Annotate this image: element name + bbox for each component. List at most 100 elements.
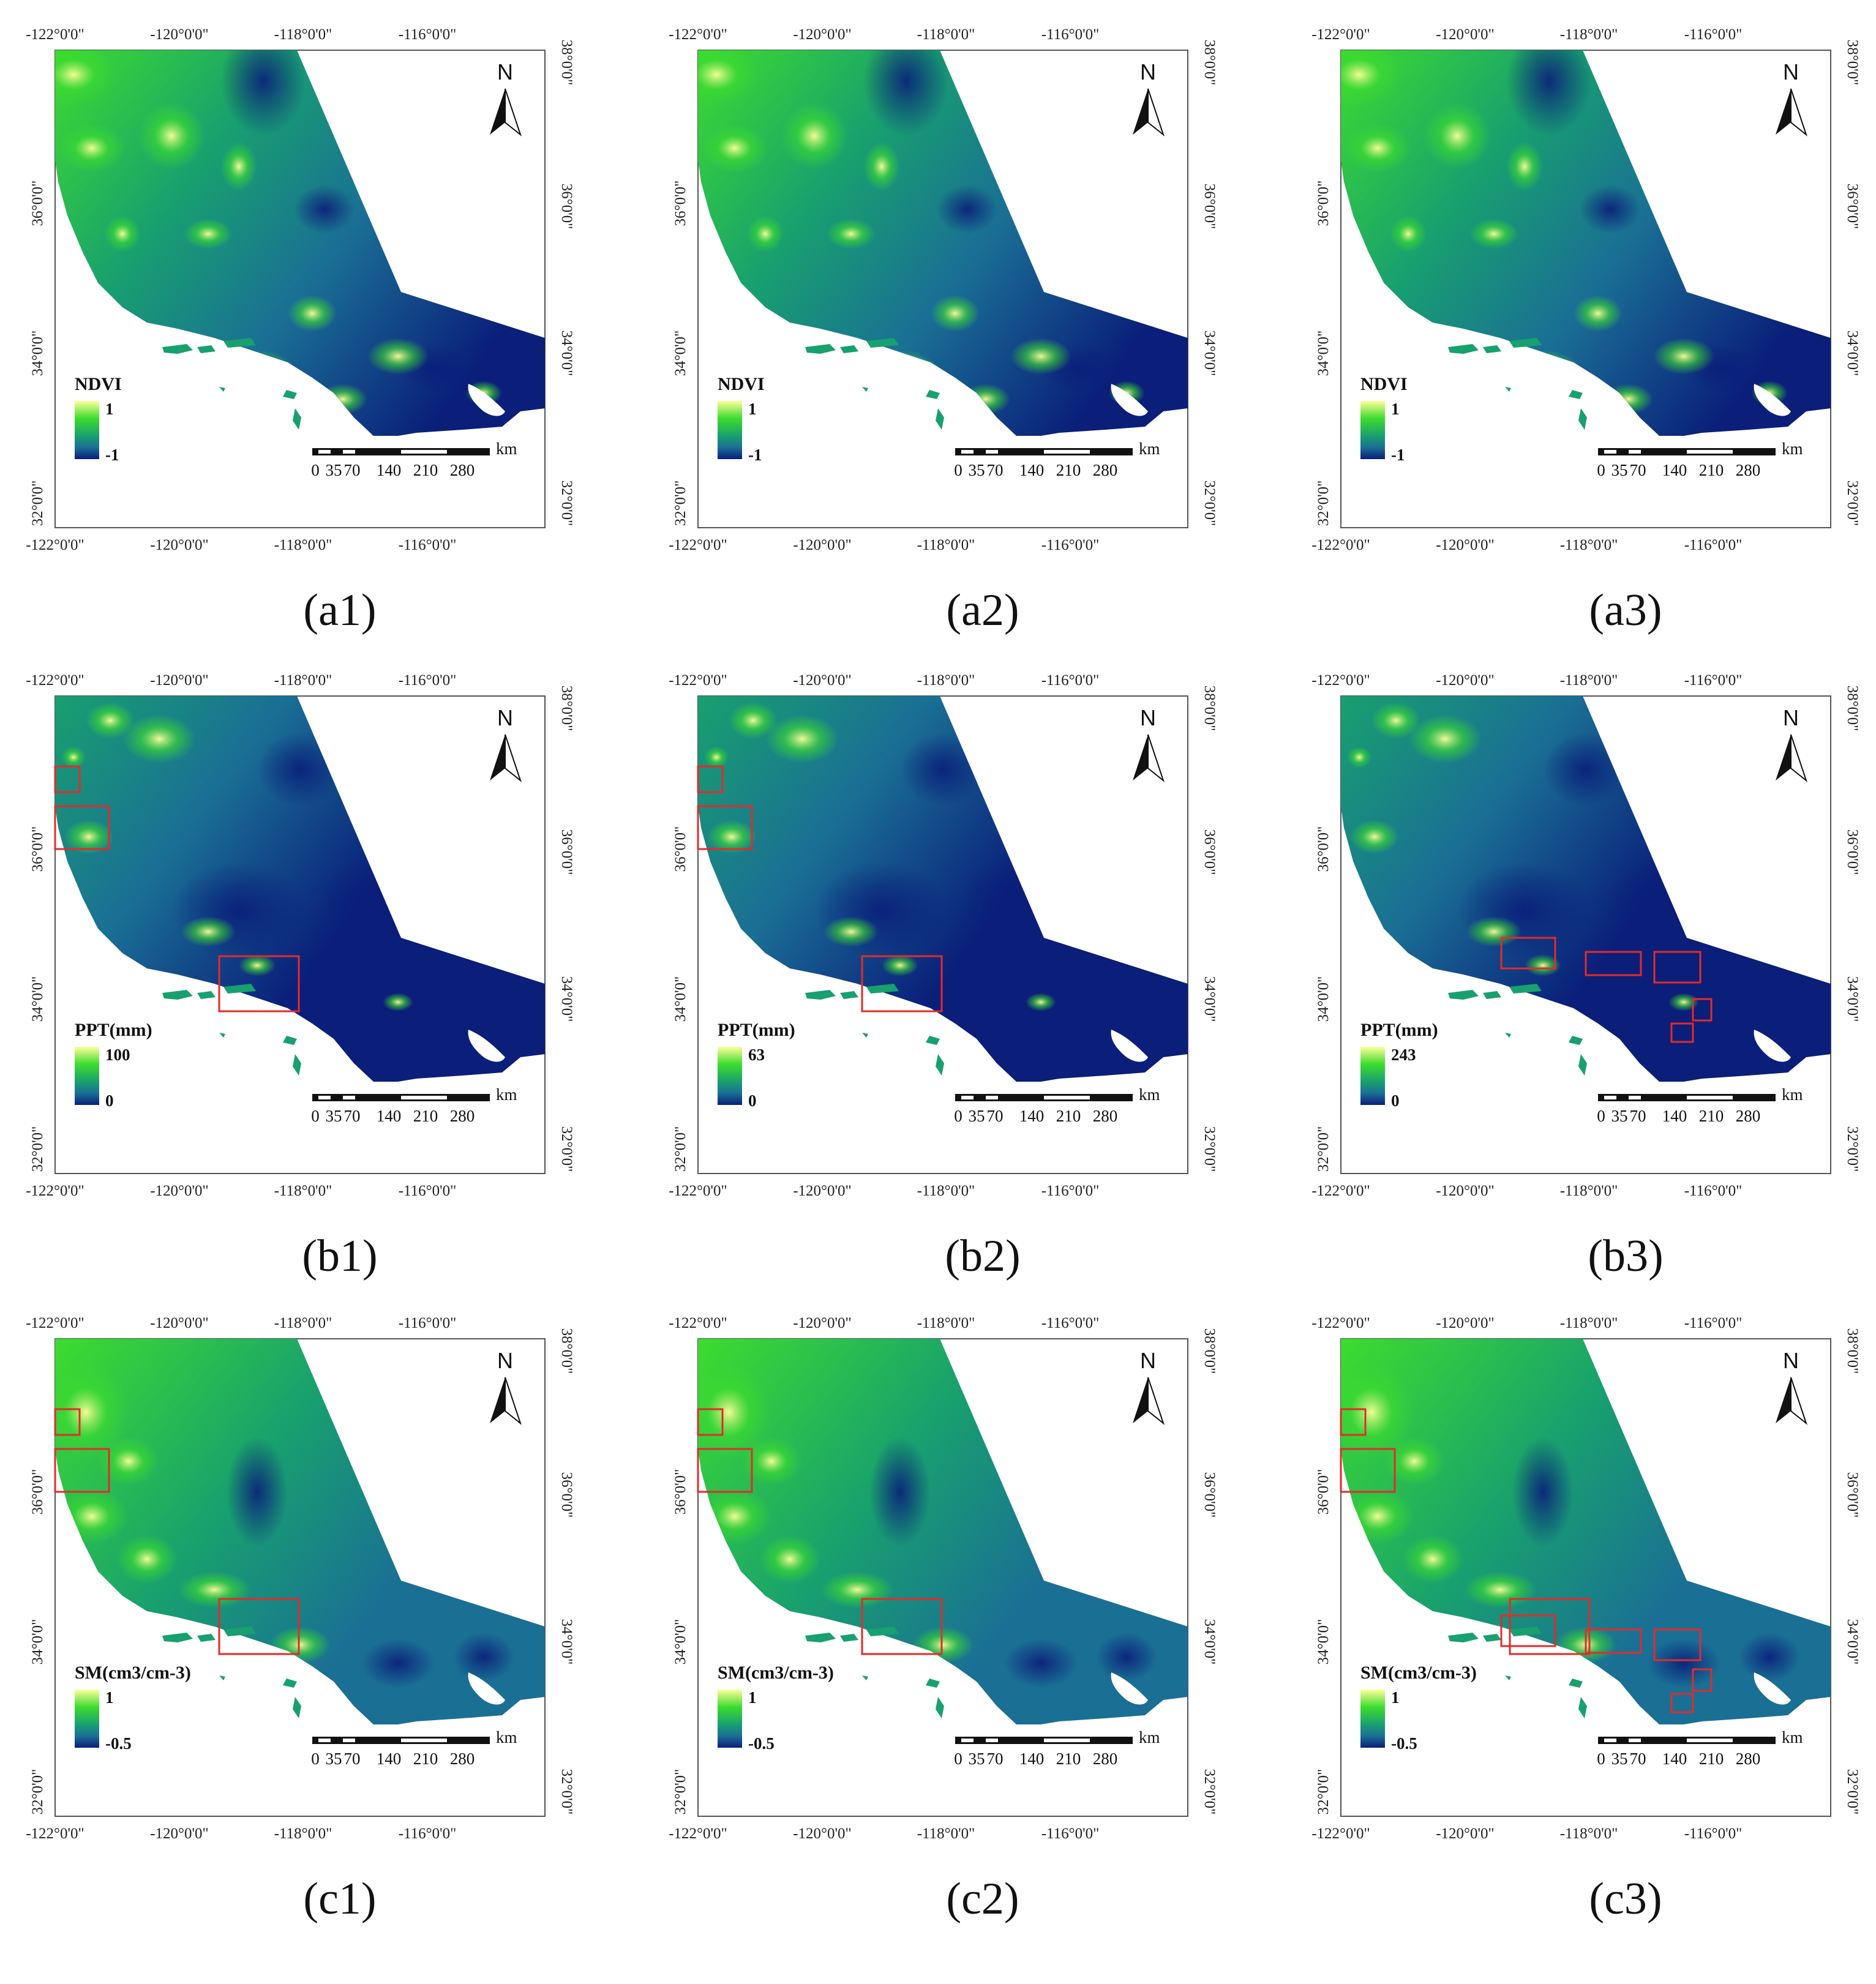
channel-island <box>866 1627 899 1636</box>
channel-island <box>1505 387 1511 392</box>
high-value-zone <box>61 746 86 768</box>
legend-min-value: -1 <box>748 446 762 464</box>
top-lon-label: -116°0'0" <box>1041 1315 1100 1331</box>
scale-bar-segment <box>343 1739 355 1742</box>
scale-unit: km <box>1139 1085 1160 1104</box>
low-value-zone <box>220 50 306 136</box>
scale-tick-label: 140 <box>377 1107 402 1125</box>
right-lat-label: 32°0'0" <box>1844 1126 1861 1172</box>
right-lat-label: 36°0'0" <box>1201 184 1218 230</box>
high-value-zone <box>741 1437 802 1486</box>
scale-bar-segment <box>401 450 447 454</box>
high-value-zone <box>820 1571 894 1608</box>
scale-tick-label: 280 <box>450 1750 475 1768</box>
top-lon-label: -120°0'0" <box>150 1315 209 1331</box>
channel-island <box>1505 1675 1511 1680</box>
low-value-zone <box>869 1437 931 1547</box>
lake-salton-sea <box>1754 384 1791 416</box>
top-lon-label: -118°0'0" <box>917 1315 975 1331</box>
land-raster <box>55 1339 545 1724</box>
high-value-zone <box>367 338 429 375</box>
north-arrow-icon: N <box>1133 1348 1165 1425</box>
legend-title: NDVI <box>75 374 122 394</box>
highlight-box <box>1340 1448 1396 1493</box>
high-value-zone <box>707 820 756 854</box>
north-label: N <box>1783 59 1799 84</box>
north-label: N <box>497 59 513 84</box>
high-value-zone <box>1371 702 1420 739</box>
right-lat-label: 38°0'0" <box>558 686 575 732</box>
raster-texture <box>698 50 1163 414</box>
map-figure-a3: -122°0'0" -120°0'0" -118°0'0" -116°0'0" -122… <box>1311 26 1861 553</box>
bottom-lon-label: -118°0'0" <box>917 537 975 553</box>
bottom-lon-label: -116°0'0" <box>399 1825 457 1842</box>
low-value-zone <box>1739 1633 1800 1682</box>
lake-salton-sea <box>468 1030 505 1062</box>
bottom-lon-label: -116°0'0" <box>1684 1825 1743 1842</box>
legend-min-value: 0 <box>1391 1091 1400 1110</box>
highlight-box <box>54 1448 110 1493</box>
legend-max-value: 1 <box>105 400 114 418</box>
high-value-zone <box>781 102 848 170</box>
scale-bar-segment <box>343 1096 355 1099</box>
channel-island <box>162 1633 193 1642</box>
legend-title: SM(cm3/cm-3) <box>75 1663 191 1683</box>
scale-unit: km <box>1139 440 1160 458</box>
right-lat-label: 36°0'0" <box>1844 829 1861 875</box>
top-lon-label: -120°0'0" <box>793 672 852 689</box>
top-lon-label: -118°0'0" <box>274 672 332 689</box>
north-label: N <box>497 705 513 730</box>
legend-max-value: 243 <box>1391 1046 1416 1064</box>
right-lat-label: 36°0'0" <box>1844 184 1861 230</box>
bottom-lon-label: -118°0'0" <box>917 1825 975 1842</box>
raster-texture <box>698 1363 1157 1688</box>
left-lat-label: 32°0'0" <box>672 1126 689 1172</box>
north-label: N <box>1140 59 1156 84</box>
right-lat-label: 36°0'0" <box>558 184 575 230</box>
channel-island <box>1569 390 1583 399</box>
bottom-lon-label: -118°0'0" <box>1560 1183 1618 1199</box>
high-value-zone <box>747 215 784 252</box>
highlight-box <box>861 955 943 1013</box>
scale-tick-label: 0 <box>954 461 962 479</box>
north-arrow-left-half <box>1133 735 1148 780</box>
low-value-zone <box>863 50 949 136</box>
low-value-zone <box>398 965 508 1039</box>
low-value-zone <box>227 1437 288 1547</box>
scale-tick-label: 280 <box>1093 1750 1118 1768</box>
panel-caption: (a2) <box>946 585 1019 635</box>
scale-bar <box>312 1094 490 1101</box>
high-value-zone <box>181 916 236 947</box>
top-lon-label: -116°0'0" <box>1041 672 1100 689</box>
low-value-zone <box>1580 185 1641 234</box>
high-value-zone <box>55 1363 129 1461</box>
scale-bar-segment <box>986 450 998 454</box>
top-lon-label: -118°0'0" <box>1560 26 1618 43</box>
scale-tick-label: 140 <box>1662 1750 1687 1768</box>
channel-island <box>219 1675 225 1680</box>
bottom-lon-label: -116°0'0" <box>1684 537 1743 553</box>
channel-island <box>283 1679 297 1688</box>
north-arrow-left-half <box>1776 735 1791 780</box>
highlight-box <box>1692 998 1713 1022</box>
left-lat-label: 32°0'0" <box>672 1769 689 1815</box>
high-value-zone <box>98 1437 159 1486</box>
left-lat-label: 36°0'0" <box>29 1469 46 1515</box>
bottom-lon-label: -120°0'0" <box>1436 537 1495 553</box>
highlight-box <box>1509 1598 1591 1655</box>
low-value-zone <box>1041 965 1151 1039</box>
north-arrow-right-half <box>1147 734 1165 782</box>
right-lat-label: 36°0'0" <box>1201 829 1218 875</box>
scale-tick-label: 140 <box>1662 1107 1687 1125</box>
highlight-box <box>1653 951 1702 984</box>
high-value-zone <box>827 219 876 249</box>
legend-color-ramp <box>1360 1690 1385 1748</box>
north-arrow-left-half <box>490 1377 505 1423</box>
top-lon-label: -120°0'0" <box>1436 26 1495 43</box>
right-lat-label: 34°0'0" <box>1201 976 1218 1022</box>
scale-bar-segment <box>1044 450 1090 454</box>
legend-max-value: 1 <box>1391 1688 1400 1707</box>
channel-island <box>1448 990 1479 1000</box>
scale-tick-label: 140 <box>1019 1750 1045 1768</box>
low-value-zone <box>1647 1639 1720 1688</box>
